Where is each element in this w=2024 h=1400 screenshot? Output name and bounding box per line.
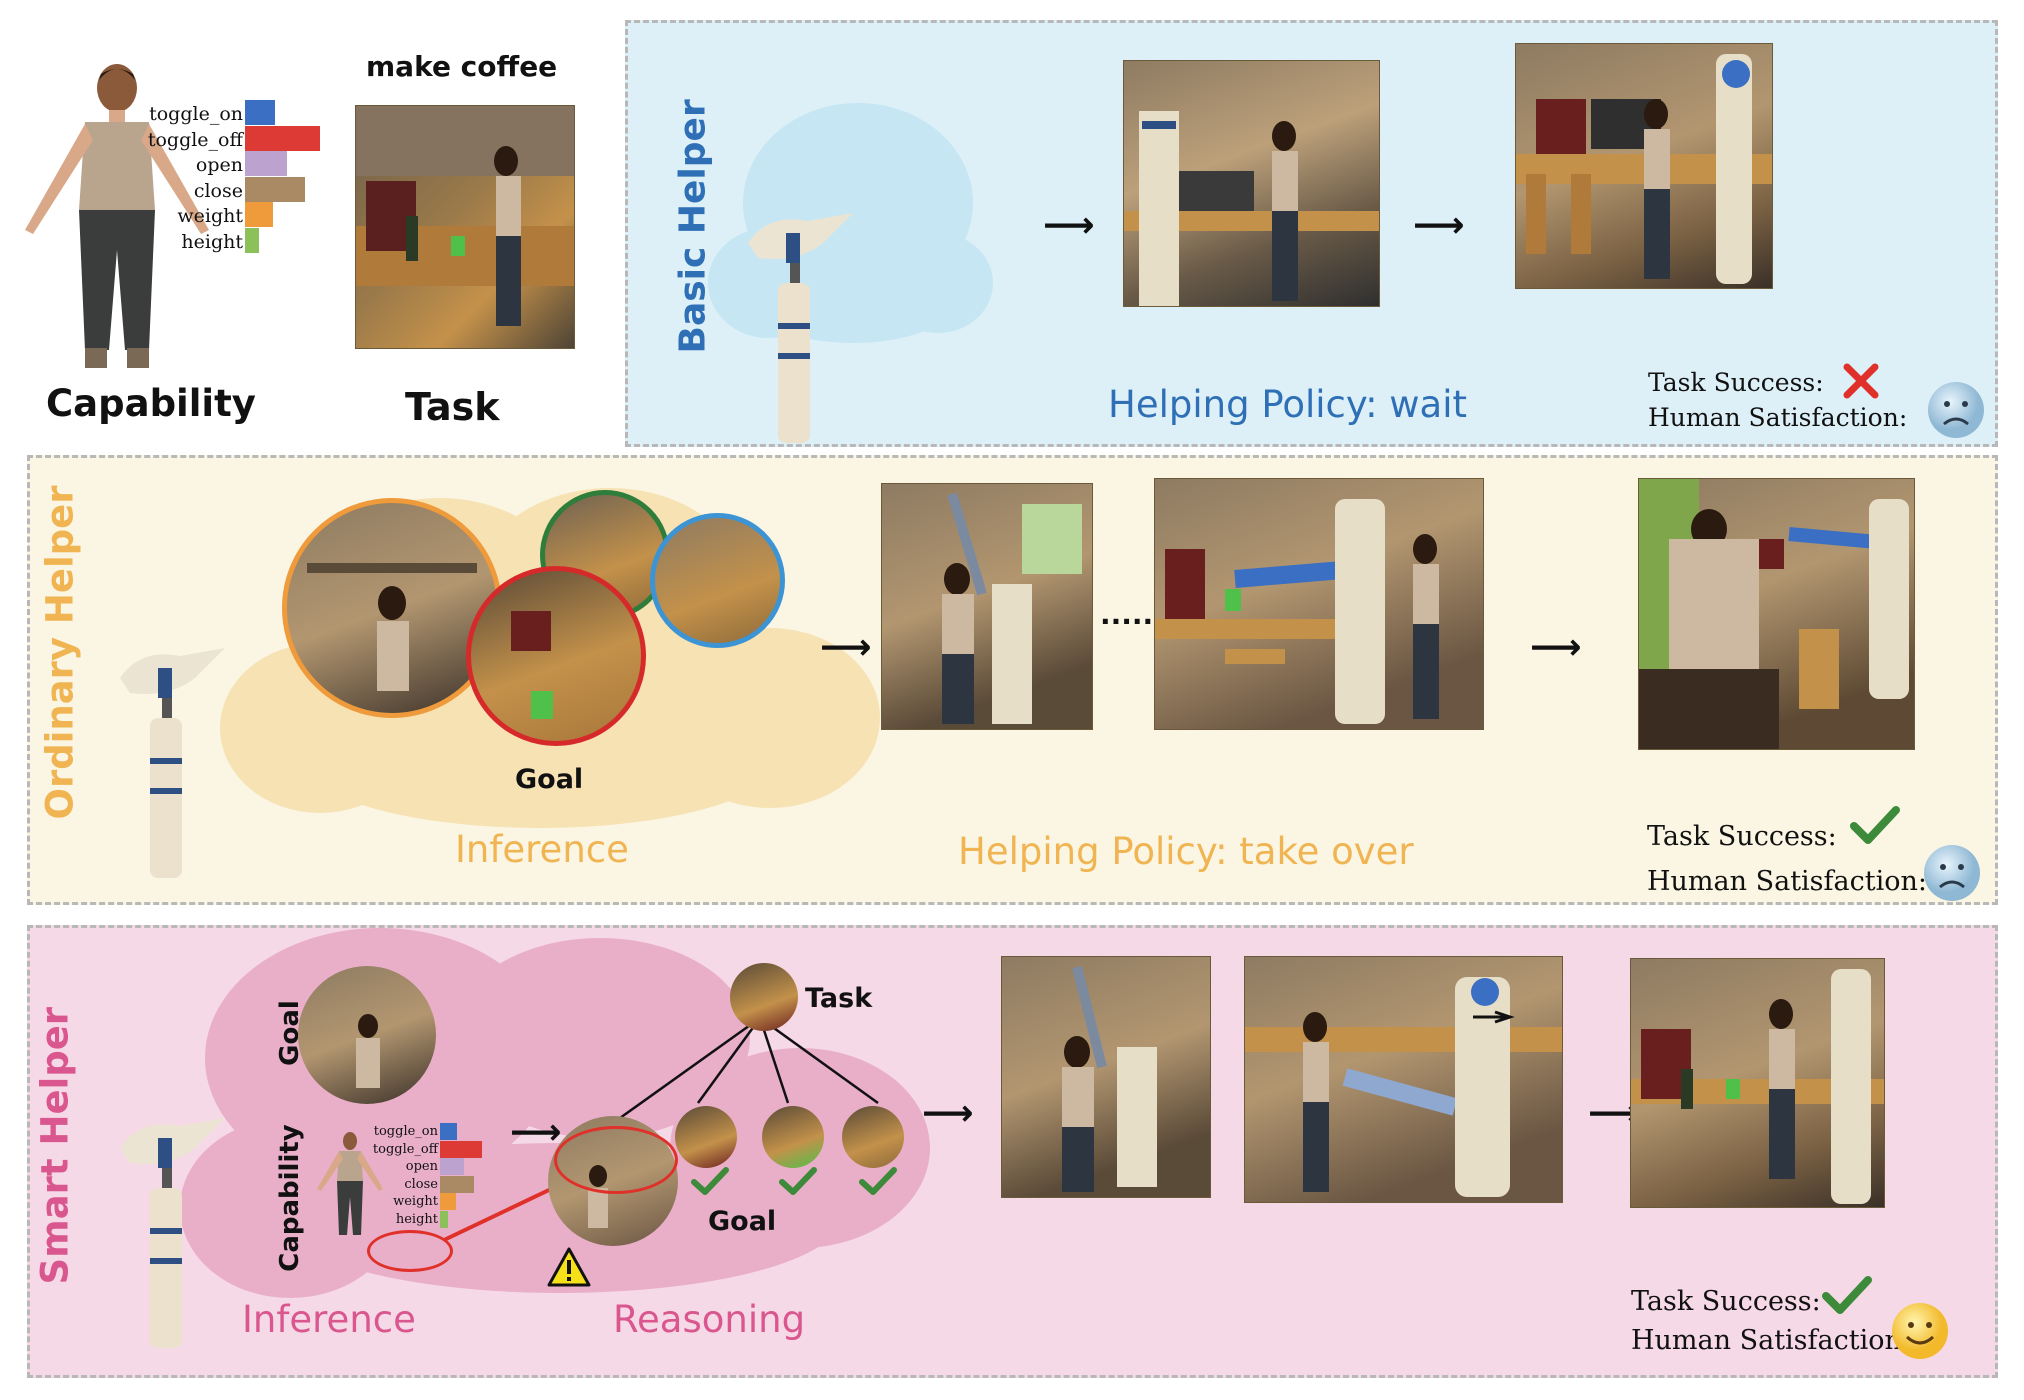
capability-label-close: close	[193, 179, 243, 202]
sad-face-icon	[1922, 843, 1982, 907]
human-avatar-small	[317, 1132, 383, 1235]
ordinary-scene-2	[1154, 478, 1484, 730]
goal-circle-blue	[650, 513, 785, 648]
goal-circle-red	[466, 566, 646, 746]
check-icon	[858, 1166, 898, 1202]
capability-bar-height	[440, 1210, 448, 1228]
task-node	[730, 963, 798, 1031]
ordinary-scene-3	[1638, 478, 1915, 750]
success-check-icon	[1848, 804, 1902, 852]
basic-helper-panel: Basic Helper ⟶ ⟶	[625, 20, 1998, 447]
capability-bar-close	[245, 176, 305, 202]
capability-label-toggle_off: toggle_off	[372, 1141, 438, 1157]
subgoal-ellipse-highlight	[554, 1126, 678, 1194]
capability-label-toggle_off: toggle_off	[147, 128, 243, 151]
capability-bar-toggle_on	[245, 100, 275, 125]
smart-task-success-label: Task Success:	[1631, 1286, 1821, 1317]
sad-face-icon	[1926, 380, 1986, 444]
subgoal-node-4	[842, 1106, 904, 1168]
smart-helper-panel: Smart Helper Goal Capability toggle_on to…	[27, 925, 1998, 1378]
ordinary-helper-title: Ordinary Helper	[38, 485, 82, 820]
warning-icon	[546, 1246, 592, 1292]
task-title: Task	[405, 385, 500, 429]
capability-bar-toggle_on	[440, 1123, 457, 1140]
capability-bar-close	[440, 1175, 474, 1193]
capability-bar-weight	[245, 202, 273, 227]
ordinary-satisfaction-label: Human Satisfaction:	[1647, 866, 1927, 897]
smart-helper-title: Smart Helper	[33, 1006, 77, 1285]
arrow-right-icon: ⟶	[510, 1112, 562, 1153]
task-image	[355, 105, 575, 349]
height-highlight-ellipse	[367, 1230, 453, 1272]
smart-capability-vertical-label: Capability	[275, 1124, 305, 1272]
arrow-right-icon: ⟶	[1043, 205, 1095, 246]
arrow-right-icon: ⟶	[1530, 627, 1582, 668]
basic-scene-2	[1515, 43, 1773, 289]
robot-icon	[748, 213, 853, 443]
smart-scene-1	[1001, 956, 1211, 1198]
ordinary-inference-label: Inference	[455, 828, 629, 871]
task-tree	[619, 1016, 879, 1120]
happy-face-icon	[1890, 1301, 1950, 1365]
smart-satisfaction-label: Human Satisfaction:	[1631, 1325, 1911, 1356]
subgoal-node-3	[762, 1106, 824, 1168]
subgoal-node-2	[675, 1106, 737, 1168]
arrow-right-icon: ⟶	[1413, 205, 1465, 246]
capability-bar-open	[440, 1158, 464, 1175]
capability-label-weight: weight	[393, 1194, 438, 1209]
capability-label-weight: weight	[177, 205, 243, 227]
basic-scene-1	[1123, 60, 1380, 307]
human-avatar	[25, 64, 209, 368]
robot-icon	[120, 648, 225, 878]
capability-label-close: close	[404, 1176, 438, 1192]
capability-label-height: height	[395, 1211, 438, 1227]
capability-label-open: open	[405, 1159, 438, 1174]
success-check-icon	[1820, 1274, 1874, 1322]
basic-task-success-label: Task Success:	[1648, 368, 1824, 397]
smart-scene-2	[1244, 956, 1563, 1203]
goal-circle-orange	[282, 498, 502, 718]
robot-icon	[120, 1118, 225, 1348]
capability-bar-toggle_off	[245, 125, 320, 151]
smart-reasoning-label: Reasoning	[613, 1298, 806, 1341]
capability-label-height: height	[181, 230, 243, 253]
ordinary-task-success-label: Task Success:	[1647, 821, 1837, 852]
capability-bar-toggle_off	[440, 1140, 482, 1158]
ordinary-policy-label: Helping Policy: take over	[958, 830, 1414, 873]
check-icon	[778, 1166, 818, 1202]
ordinary-goal-label: Goal	[515, 764, 584, 795]
ordinary-scene-1	[881, 483, 1093, 730]
check-icon	[690, 1166, 730, 1202]
goal-circle	[298, 966, 436, 1104]
capability-title: Capability	[46, 382, 256, 425]
capability-bar-height	[245, 227, 259, 253]
smart-inference-label: Inference	[242, 1298, 416, 1341]
capability-label-open: open	[195, 154, 243, 176]
basic-satisfaction-label: Human Satisfaction:	[1648, 403, 1908, 432]
basic-policy-label: Helping Policy: wait	[1108, 383, 1468, 426]
task-name: make coffee	[366, 50, 558, 83]
smart-goal-label: Goal	[708, 1206, 777, 1237]
capability-label-toggle_on: toggle_on	[149, 103, 243, 125]
fail-cross-icon	[1841, 361, 1881, 405]
smart-scene-3	[1630, 958, 1885, 1208]
ordinary-helper-panel: Ordinary Helper Goal Inference ⟶	[27, 455, 1998, 905]
arrow-right-icon: ⟶	[820, 627, 872, 668]
smart-task-label: Task	[805, 983, 873, 1014]
capability-bar-open	[245, 151, 287, 176]
ellipsis-text: .....	[1100, 598, 1154, 631]
capability-label-toggle_on: toggle_on	[373, 1124, 438, 1139]
capability-bar-weight	[440, 1193, 456, 1210]
arrow-right-icon: ⟶	[922, 1093, 974, 1134]
